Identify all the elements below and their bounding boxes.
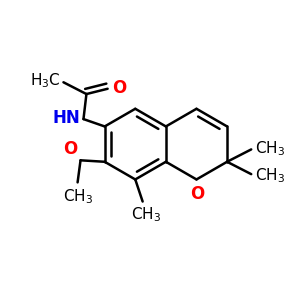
Text: HN: HN <box>52 110 80 128</box>
Text: H$_3$C: H$_3$C <box>30 71 61 90</box>
Text: O: O <box>112 79 126 97</box>
Text: CH$_3$: CH$_3$ <box>255 139 285 158</box>
Text: CH$_3$: CH$_3$ <box>255 166 285 185</box>
Text: CH$_3$: CH$_3$ <box>130 205 161 224</box>
Text: CH$_3$: CH$_3$ <box>62 187 93 206</box>
Text: O: O <box>63 140 78 158</box>
Text: O: O <box>190 185 204 203</box>
